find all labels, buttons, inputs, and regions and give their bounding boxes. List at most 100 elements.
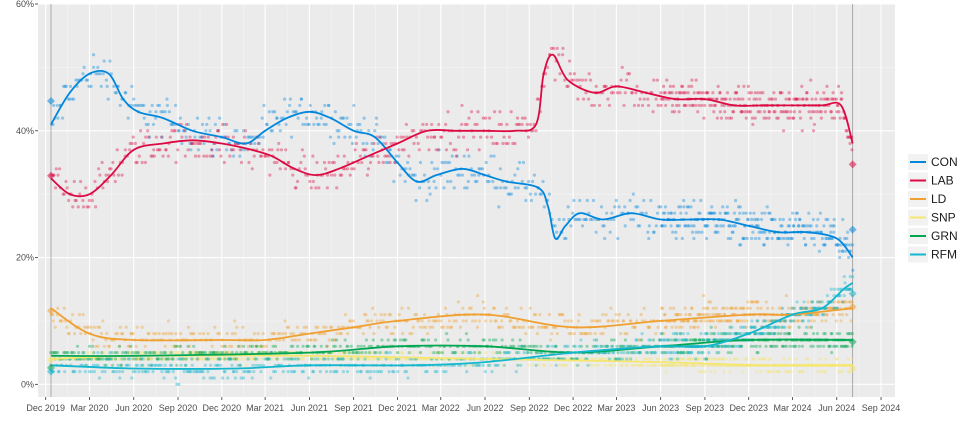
poll-point: [638, 351, 642, 355]
poll-point: [175, 363, 179, 367]
poll-point: [620, 65, 624, 69]
poll-point: [481, 300, 485, 304]
poll-point: [464, 332, 469, 336]
poll-point: [716, 312, 720, 317]
poll-point: [333, 173, 337, 177]
poll-point: [701, 351, 705, 355]
poll-point: [308, 338, 312, 342]
poll-point: [575, 363, 580, 367]
poll-point: [700, 370, 704, 374]
poll-point: [327, 338, 331, 342]
poll-point: [748, 306, 753, 310]
poll-point: [378, 351, 382, 355]
poll-point: [339, 332, 343, 336]
poll-point: [625, 332, 629, 336]
poll-point: [499, 186, 503, 190]
poll-point: [552, 325, 557, 329]
poll-point: [801, 97, 805, 101]
poll-point: [275, 116, 279, 120]
poll-point: [268, 357, 272, 361]
poll-point: [235, 129, 239, 133]
poll-point: [343, 167, 347, 171]
poll-point: [257, 141, 261, 146]
poll-point: [367, 129, 371, 133]
poll-point: [102, 351, 106, 355]
poll-point: [447, 319, 452, 323]
poll-point: [845, 236, 849, 241]
poll-point: [769, 319, 774, 323]
poll-point: [749, 217, 754, 222]
poll-point: [477, 173, 481, 177]
poll-point: [189, 141, 194, 146]
poll-point: [249, 135, 253, 139]
poll-point: [797, 325, 801, 329]
poll-point: [108, 59, 112, 63]
poll-point: [115, 148, 119, 152]
poll-point: [232, 357, 236, 361]
poll-point: [225, 122, 229, 127]
poll-point: [407, 351, 411, 355]
poll-point: [537, 325, 541, 329]
x-tick-label: Jun 2023: [642, 403, 679, 413]
poll-point: [365, 173, 369, 177]
poll-point: [823, 370, 828, 374]
poll-point: [506, 192, 510, 196]
poll-point: [376, 154, 380, 158]
poll-point: [650, 363, 655, 367]
poll-point: [715, 116, 719, 120]
poll-point: [388, 148, 393, 152]
poll-point: [377, 357, 381, 361]
poll-point: [173, 376, 178, 380]
poll-point: [170, 344, 174, 348]
poll-point: [339, 116, 343, 120]
poll-point: [670, 91, 674, 95]
poll-point: [751, 230, 755, 234]
poll-point: [241, 129, 246, 133]
poll-point: [745, 236, 749, 241]
poll-point: [77, 312, 82, 317]
poll-point: [737, 319, 741, 323]
poll-point: [746, 306, 750, 310]
poll-point: [216, 351, 220, 355]
poll-point: [447, 160, 452, 165]
poll-point: [246, 135, 250, 139]
poll-point: [702, 306, 706, 310]
poll-point: [66, 351, 70, 355]
poll-point: [82, 65, 86, 69]
poll-point: [712, 211, 716, 215]
poll-point: [165, 357, 169, 361]
poll-point: [147, 332, 151, 336]
poll-point: [658, 338, 662, 342]
poll-point: [646, 97, 650, 101]
poll-point: [740, 370, 745, 374]
poll-point: [612, 357, 616, 361]
poll-point: [269, 357, 273, 361]
poll-point: [596, 363, 600, 367]
poll-point: [216, 129, 220, 133]
poll-point: [788, 116, 792, 120]
poll-point: [675, 351, 679, 355]
poll-point: [716, 230, 720, 234]
poll-point: [283, 319, 287, 323]
poll-point: [386, 160, 390, 165]
poll-point: [364, 338, 369, 342]
poll-point: [715, 351, 719, 355]
poll-point: [366, 319, 371, 323]
poll-point: [473, 319, 478, 323]
poll-point: [157, 332, 161, 336]
poll-point: [675, 357, 680, 361]
poll-point: [285, 110, 289, 114]
poll-point: [127, 344, 132, 348]
poll-point: [691, 103, 695, 108]
poll-point: [352, 103, 356, 108]
poll-point: [660, 351, 664, 355]
poll-point: [772, 91, 776, 95]
poll-point: [433, 135, 437, 139]
poll-point: [835, 344, 839, 348]
poll-point: [590, 217, 595, 222]
poll-point: [792, 224, 796, 228]
poll-point: [732, 211, 737, 215]
poll-point: [316, 357, 320, 361]
poll-point: [523, 186, 527, 190]
